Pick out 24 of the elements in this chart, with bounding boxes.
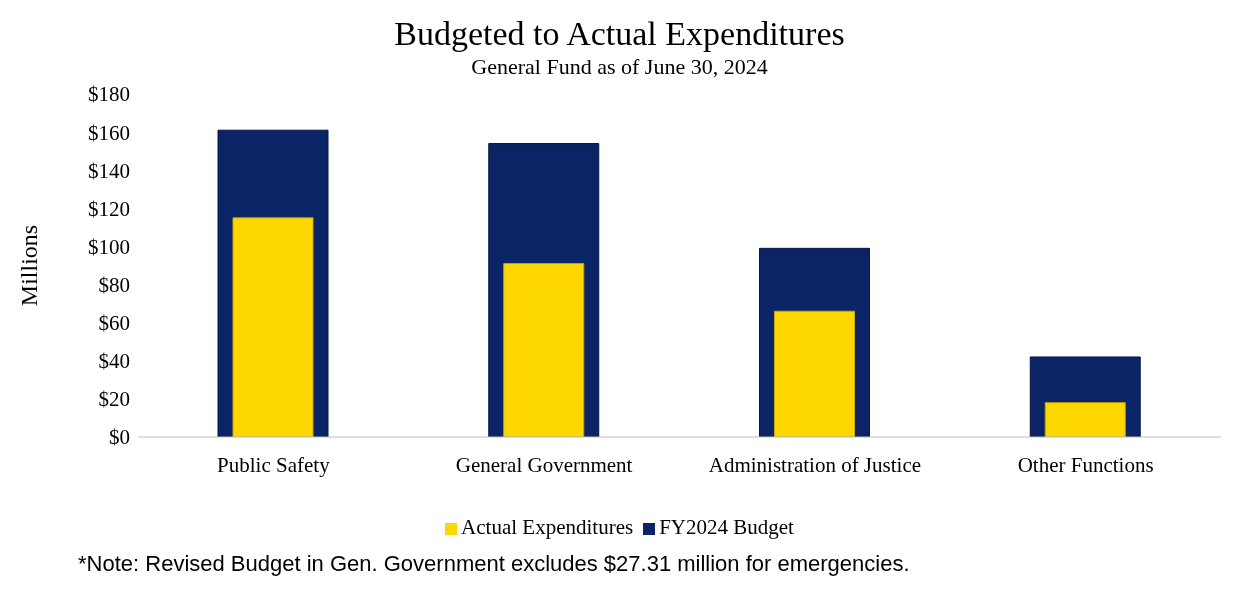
y-axis-title: Millions xyxy=(15,224,42,307)
y-tick-label: $40 xyxy=(98,349,130,374)
y-tick-label: $20 xyxy=(98,387,130,412)
x-tick-label: Administration of Justice xyxy=(708,452,922,477)
bar xyxy=(232,217,314,437)
text: *Note: Revised Budget in Gen. Government excludes $27.31 million for emergencies. xyxy=(78,551,911,577)
x-tick-label: Other Functions xyxy=(1017,452,1154,477)
y-tick-label: $160 xyxy=(88,120,130,145)
y-tick-label: $100 xyxy=(88,234,130,259)
y-tick-label: $0 xyxy=(109,425,130,450)
chart-subtitle: General Fund as of June 30, 2024 xyxy=(470,54,769,80)
x-tick-label: General Government xyxy=(455,452,633,477)
y-tick-label: $120 xyxy=(88,196,130,221)
x-tick-label: Public Safety xyxy=(217,452,331,477)
y-tick-label: $140 xyxy=(88,158,130,183)
chart-title: Budgeted to Actual Expenditures xyxy=(393,14,846,54)
y-tick-label: $60 xyxy=(98,311,130,336)
bar xyxy=(774,310,855,437)
y-tick-label: $180 xyxy=(88,82,130,107)
bar xyxy=(503,263,585,437)
legend-label: FY2024 Budget xyxy=(659,515,794,539)
legend-label: Actual Expenditures xyxy=(461,515,634,539)
y-tick-label: $80 xyxy=(98,273,130,298)
bar xyxy=(1044,402,1126,437)
